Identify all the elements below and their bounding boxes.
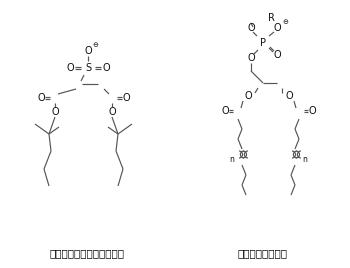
Text: n: n: [230, 154, 235, 163]
Text: O: O: [108, 107, 116, 117]
Text: O: O: [66, 63, 74, 73]
Text: n: n: [302, 154, 307, 163]
Text: グリセロリン脂質: グリセロリン脂質: [238, 248, 288, 258]
Text: ⊖: ⊖: [282, 19, 288, 25]
Text: O: O: [102, 63, 110, 73]
Text: R: R: [267, 13, 274, 23]
Text: O: O: [244, 91, 252, 101]
Text: O: O: [122, 93, 130, 103]
Text: O: O: [247, 53, 255, 63]
Text: O: O: [221, 106, 229, 116]
Text: O: O: [84, 46, 92, 56]
Text: O: O: [308, 106, 316, 116]
Text: O: O: [285, 91, 293, 101]
Text: O: O: [51, 107, 59, 117]
Text: ⊖: ⊖: [92, 42, 98, 48]
Text: O: O: [273, 23, 281, 33]
Text: P: P: [260, 38, 266, 48]
Text: O: O: [273, 50, 281, 60]
Text: O: O: [37, 93, 45, 103]
Text: O: O: [247, 23, 255, 33]
Text: ジオクチルスルホコハク酸: ジオクチルスルホコハク酸: [49, 248, 125, 258]
Text: S: S: [85, 63, 91, 73]
